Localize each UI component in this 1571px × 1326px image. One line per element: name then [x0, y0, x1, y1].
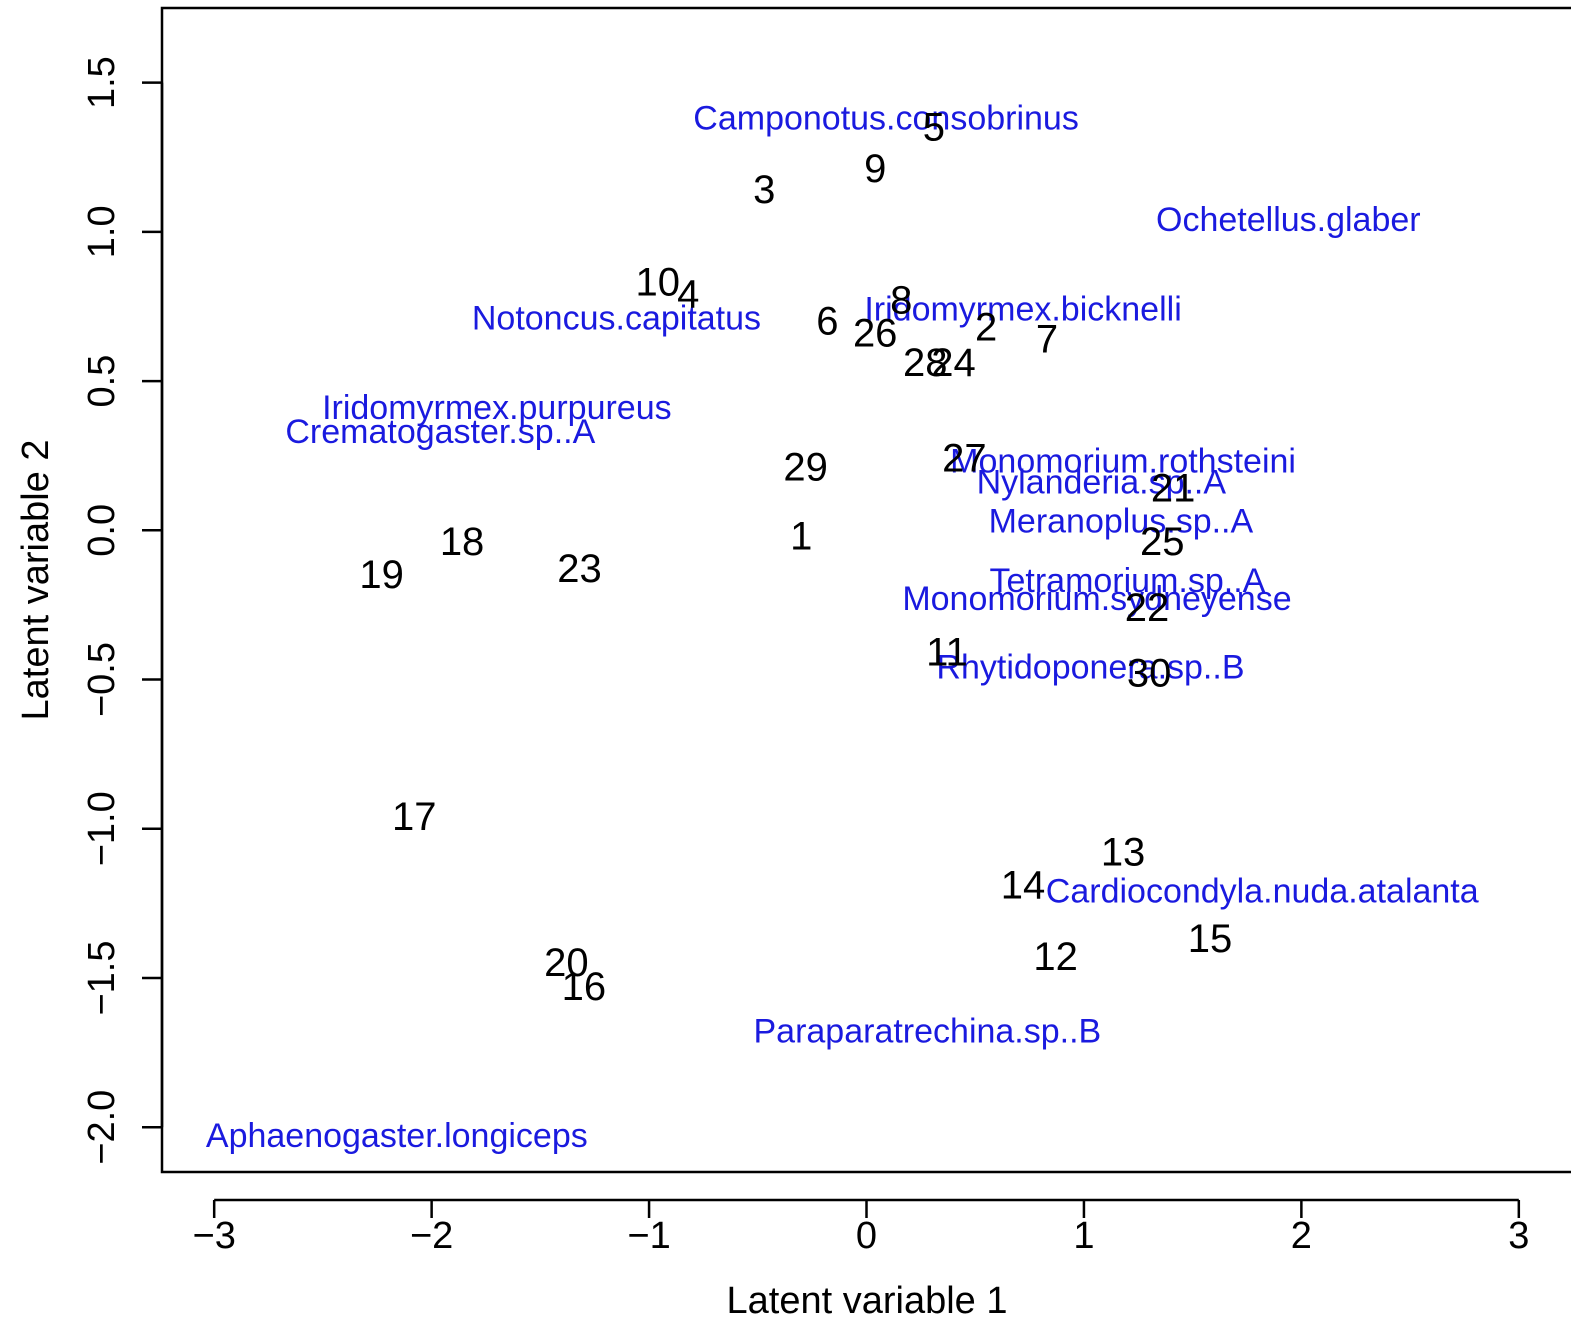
site-label: 2 [975, 305, 997, 349]
site-label: 25 [1140, 520, 1185, 564]
species-label: Notoncus.capitatus [472, 299, 761, 337]
site-label: 28 [903, 341, 948, 385]
species-label: Tetramorium.sp..A [989, 562, 1265, 600]
species-label: Crematogaster.sp..A [285, 413, 595, 451]
species-label: Monomorium.sydneyense [902, 580, 1291, 618]
site-label: 23 [557, 547, 602, 591]
species-label: Iridomyrmex.purpureus [322, 389, 672, 427]
x-tick-label: −3 [193, 1215, 236, 1257]
site-label: 30 [1127, 652, 1172, 696]
y-tick-label: −2.0 [81, 1090, 123, 1165]
site-label: 11 [926, 631, 968, 675]
y-tick-label: 1.5 [81, 56, 123, 109]
y-axis: −2.0 −1.5 −1.0 −0.5 0.0 0.5 1.0 1.5 [81, 56, 164, 1165]
site-label: 17 [392, 795, 437, 839]
y-tick-label: 0.5 [81, 355, 123, 408]
species-label: Rhytidoponera.sp..B [936, 649, 1244, 687]
site-label: 7 [1036, 317, 1058, 361]
species-labels: Camponotus.consobrinus Ochetellus.glaber N… [206, 99, 1479, 1155]
site-label: 5 [923, 105, 945, 149]
y-tick-label: −1.5 [81, 940, 123, 1015]
site-label: 16 [562, 965, 607, 1009]
site-label: 10 [636, 261, 681, 305]
site-label: 27 [942, 437, 987, 481]
x-tick-label: 0 [856, 1215, 877, 1257]
site-label: 29 [783, 446, 828, 490]
x-tick-label: 3 [1508, 1215, 1529, 1257]
site-label: 9 [864, 147, 886, 191]
species-label: Nylanderia.sp..A [977, 464, 1227, 502]
site-label: 18 [440, 520, 485, 564]
x-axis: −3 −2 −1 0 1 2 3 [193, 1198, 1529, 1257]
y-tick-label: −0.5 [81, 642, 123, 717]
site-label: 15 [1188, 917, 1233, 961]
species-label: Monomorium.rothsteini [950, 443, 1296, 481]
site-label: 6 [816, 299, 838, 343]
site-label: 13 [1101, 831, 1146, 875]
species-label: Camponotus.consobrinus [693, 99, 1079, 137]
site-label: 21 [1151, 467, 1196, 511]
site-label: 14 [1001, 863, 1046, 907]
site-label: 20 [544, 941, 589, 985]
y-tick-label: 0.0 [81, 504, 123, 557]
site-label: 12 [1033, 935, 1078, 979]
x-tick-label: −1 [627, 1215, 670, 1257]
site-label: 8 [890, 278, 912, 322]
species-label: Iridomyrmex.bicknelli [864, 290, 1181, 328]
site-label: 4 [677, 273, 699, 317]
y-tick-label: −1.0 [81, 791, 123, 866]
site-label: 26 [853, 311, 898, 355]
site-label: 3 [753, 168, 775, 212]
y-tick-label: 1.0 [81, 205, 123, 258]
site-label: 19 [359, 553, 404, 597]
x-tick-label: 1 [1073, 1215, 1094, 1257]
x-tick-label: 2 [1291, 1215, 1312, 1257]
species-label: Ochetellus.glaber [1156, 201, 1421, 239]
species-label: Aphaenogaster.longiceps [206, 1117, 588, 1155]
x-axis-title: Latent variable 1 [727, 1280, 1008, 1322]
species-label: Cardiocondyla.nuda.atalanta [1046, 872, 1479, 910]
species-label: Paraparatrechina.sp..B [753, 1013, 1101, 1051]
x-tick-label: −2 [410, 1215, 453, 1257]
site-label: 1 [790, 514, 812, 558]
site-label: 24 [931, 341, 976, 385]
species-label: Meranoplus.sp..A [989, 502, 1254, 540]
y-axis-title: Latent variable 2 [15, 440, 57, 721]
site-label: 22 [1125, 586, 1170, 630]
